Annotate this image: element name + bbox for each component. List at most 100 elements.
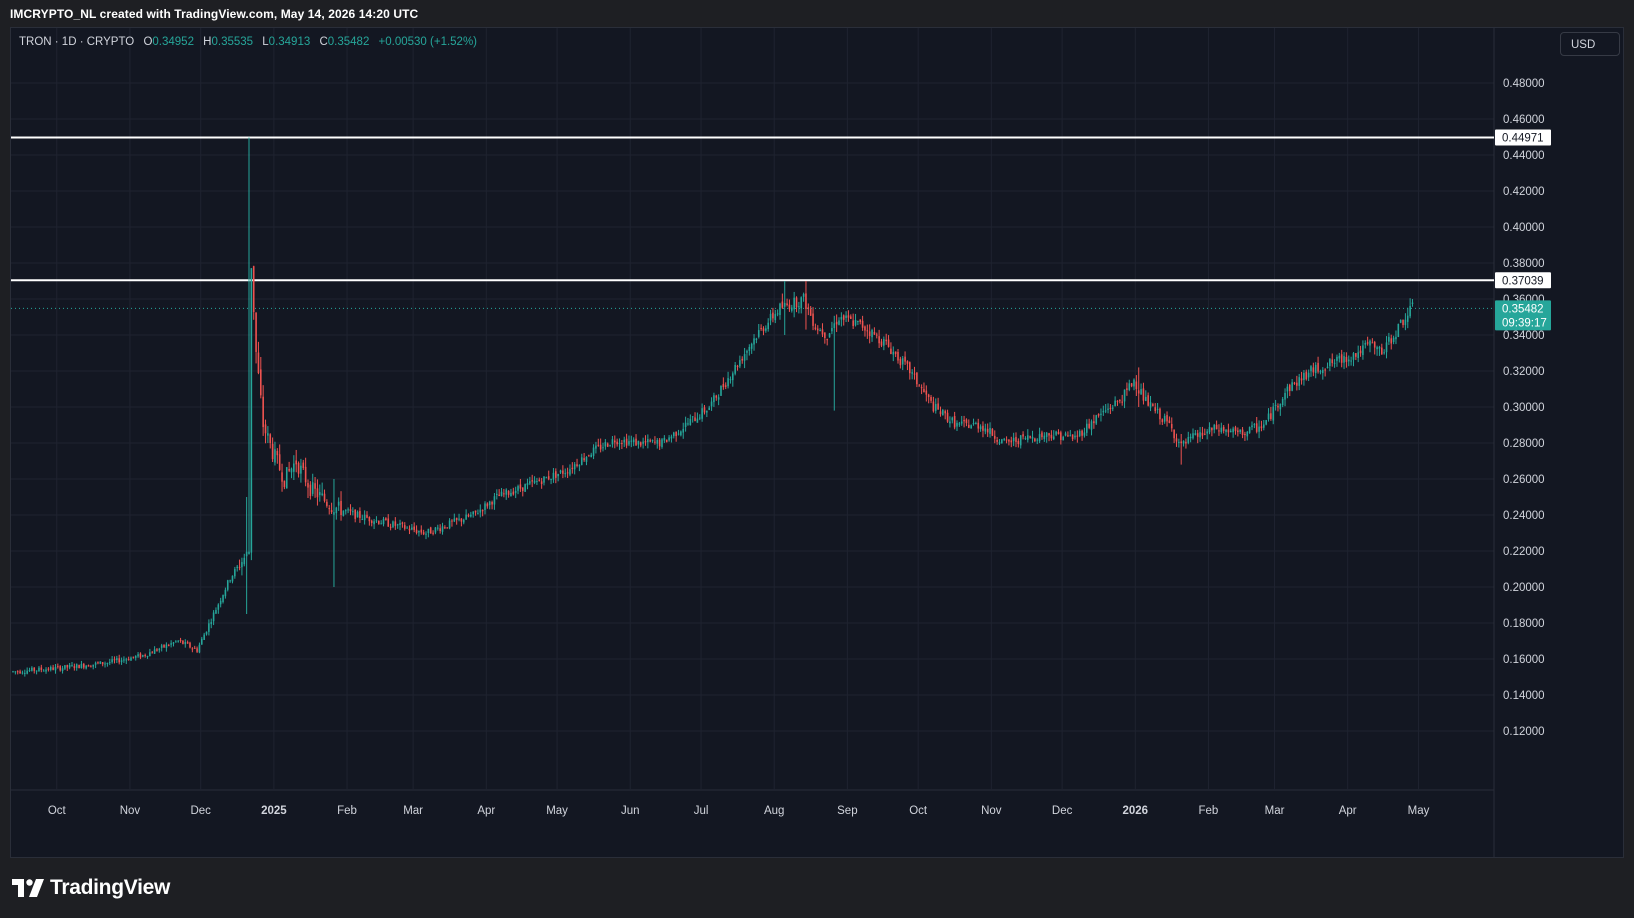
candle-body: [191, 648, 194, 650]
candle-body: [880, 341, 883, 346]
candle-body: [1008, 439, 1010, 442]
candle-body: [642, 441, 644, 444]
candle-body: [724, 385, 727, 387]
candle-body: [40, 667, 43, 670]
candle-body: [1220, 427, 1223, 433]
candle-body: [998, 442, 1001, 444]
candle-body: [1213, 424, 1216, 430]
candle-body: [1404, 319, 1407, 326]
candle-body: [776, 313, 779, 315]
time-tick-label: Apr: [1339, 805, 1357, 817]
candle-body: [1277, 405, 1279, 408]
candle-body: [885, 339, 887, 342]
candle-body: [149, 652, 151, 657]
candle-body: [687, 423, 689, 425]
candle-body: [1111, 407, 1114, 409]
candle-body: [432, 532, 434, 534]
candle-body: [1010, 440, 1013, 443]
candle-body: [1267, 413, 1270, 420]
candle-body: [774, 314, 777, 321]
candle-body: [68, 665, 71, 668]
candle-body: [592, 447, 595, 456]
candle-body: [429, 527, 432, 534]
candle-body: [526, 483, 529, 486]
candle-body: [420, 529, 423, 533]
chart-area[interactable]: 0.12000 0.14000 0.16000 0.18000 0.20000 0.220…: [10, 27, 1624, 858]
candle-body: [661, 439, 663, 447]
candle-body: [87, 665, 90, 667]
candle-body: [361, 519, 364, 521]
candle-body: [264, 424, 267, 434]
candle-body: [710, 401, 713, 407]
candle-body: [243, 557, 246, 565]
candle-body: [1178, 441, 1180, 443]
candle-body: [802, 294, 805, 297]
candle-body: [1036, 439, 1039, 441]
symbol-label[interactable]: TRON · 1D · CRYPTO: [19, 36, 135, 48]
candle-body: [1015, 436, 1017, 442]
price-tick-label: 0.20000: [1503, 582, 1545, 594]
candle-body: [64, 665, 66, 669]
candle-body: [993, 435, 996, 439]
candle-body: [616, 441, 618, 445]
candle-body: [960, 421, 963, 424]
candle-body: [545, 477, 548, 479]
currency-button[interactable]: USD: [1560, 32, 1620, 56]
candle-body: [330, 510, 333, 513]
candle-body: [1215, 424, 1218, 430]
candle-body: [644, 441, 647, 443]
time-tick-label: Dec: [190, 805, 211, 817]
level-badge: [1495, 272, 1551, 289]
candle-body: [698, 417, 701, 419]
candle-body: [658, 439, 661, 447]
candle-body: [116, 658, 118, 661]
candle-body: [1180, 441, 1182, 444]
candle-body: [451, 520, 453, 522]
candle-body: [1097, 414, 1100, 416]
candle-body: [946, 412, 949, 422]
candle-body: [283, 480, 286, 488]
candle-body: [772, 312, 774, 319]
candle-body: [1305, 371, 1308, 380]
candle-body: [455, 517, 458, 520]
candle-body: [1154, 407, 1157, 412]
candle-body: [156, 649, 158, 651]
candle-body: [1045, 432, 1048, 437]
candle-body: [1222, 426, 1225, 431]
candle-body: [689, 418, 692, 425]
candle-body: [137, 654, 139, 657]
candle-body: [1173, 429, 1175, 439]
candle-body: [757, 330, 760, 337]
candle-body: [755, 338, 758, 340]
candle-body: [828, 333, 831, 338]
level-badge-label: 0.44971: [1502, 133, 1544, 145]
candle-body: [977, 422, 980, 429]
candle-body: [311, 482, 314, 494]
candle-body: [1102, 410, 1105, 413]
candle-body: [208, 623, 210, 632]
candle-body: [1376, 347, 1378, 350]
candle-body: [989, 427, 991, 434]
candle-body: [38, 667, 40, 672]
price-chart[interactable]: 0.12000 0.14000 0.16000 0.18000 0.20000 0.220…: [11, 28, 1624, 858]
candle-body: [691, 416, 694, 418]
candle-body: [1298, 377, 1300, 386]
candle-body: [847, 315, 850, 318]
candle-body: [479, 509, 482, 513]
candle-body: [465, 514, 467, 520]
candle-body: [500, 491, 503, 497]
candle-body: [986, 428, 989, 433]
candle-body: [285, 467, 288, 489]
candle-body: [944, 411, 946, 414]
candle-body: [226, 580, 229, 590]
candle-body: [680, 431, 682, 436]
candle-body: [75, 664, 78, 668]
candle-body: [543, 476, 545, 483]
candle-body: [906, 361, 909, 364]
candle-body: [1076, 435, 1079, 437]
candle-body: [217, 604, 220, 610]
candle-body: [557, 473, 559, 477]
candle-body: [252, 266, 255, 313]
candle-body: [630, 440, 633, 442]
candle-body: [1093, 421, 1095, 424]
